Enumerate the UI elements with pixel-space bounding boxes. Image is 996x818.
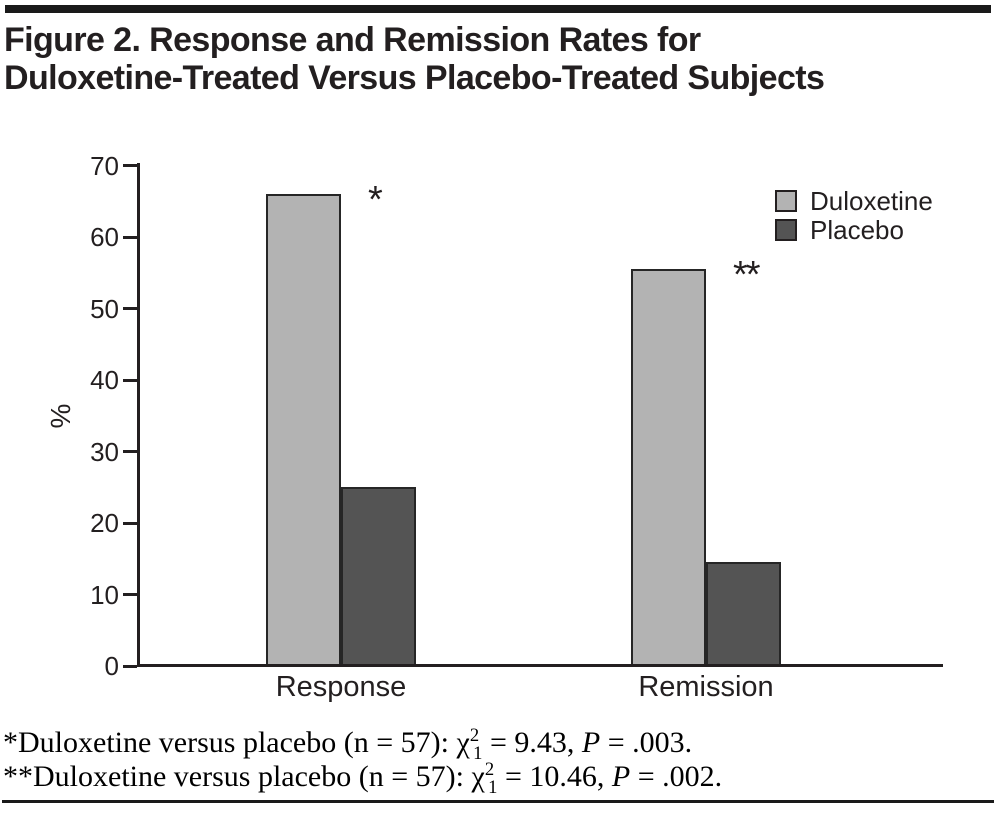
legend-label-placebo: Placebo bbox=[810, 214, 904, 245]
legend-item-duloxetine: Duloxetine bbox=[775, 186, 933, 215]
bar-remission-placebo bbox=[706, 562, 781, 666]
y-tick-mark-20 bbox=[123, 521, 137, 525]
figure-top-rule bbox=[5, 5, 991, 13]
x-axis bbox=[137, 664, 943, 667]
significance-asterisk-response: * bbox=[368, 179, 383, 222]
bar-response-placebo bbox=[341, 487, 416, 666]
footnotes: *Duloxetine versus placebo (n = 57): χ21… bbox=[3, 725, 723, 797]
y-tick-mark-50 bbox=[123, 307, 137, 310]
bar-remission-duloxetine bbox=[631, 269, 706, 666]
y-tick-mark-40 bbox=[123, 378, 137, 382]
chi-superscript: 2 bbox=[469, 725, 480, 746]
significance-asterisk-remission: ** bbox=[733, 254, 761, 297]
chi-superscript: 2 bbox=[484, 759, 495, 780]
y-tick-label-50: 50 bbox=[90, 293, 119, 324]
figure-title-line-2: Duloxetine-Treated Versus Placebo-Treate… bbox=[4, 59, 825, 97]
y-axis bbox=[137, 163, 140, 666]
chi-symbol: χ bbox=[471, 760, 485, 793]
figure-title-line-1: Figure 2. Response and Remission Rates f… bbox=[4, 21, 701, 59]
legend-item-placebo: Placebo bbox=[775, 215, 933, 244]
chi-subscript: 1 bbox=[488, 777, 498, 798]
y-tick-label-30: 30 bbox=[90, 436, 119, 467]
footnote-1-body: Duloxetine versus placebo (n = 57): bbox=[18, 726, 457, 759]
y-tick-label-10: 10 bbox=[90, 579, 119, 610]
y-tick-mark-0 bbox=[123, 664, 137, 668]
bar-response-duloxetine bbox=[266, 194, 341, 666]
y-tick-mark-10 bbox=[123, 593, 137, 596]
p-symbol: P bbox=[581, 726, 601, 759]
y-tick-label-40: 40 bbox=[90, 365, 119, 395]
footnote-1-star: * bbox=[3, 726, 18, 759]
category-label-response: Response bbox=[275, 671, 407, 703]
y-tick-label-20: 20 bbox=[90, 508, 119, 538]
y-tick-mark-60 bbox=[123, 235, 137, 239]
footnote-line-2: **Duloxetine versus placebo (n = 57): χ2… bbox=[3, 759, 723, 797]
chi-symbol: χ bbox=[456, 726, 470, 759]
legend-label-duloxetine: Duloxetine bbox=[810, 185, 933, 216]
footnote-line-1: *Duloxetine versus placebo (n = 57): χ21… bbox=[3, 725, 722, 763]
footnote-2-pvalue: = .002. bbox=[630, 760, 723, 793]
figure-bottom-rule bbox=[2, 800, 994, 803]
y-tick-mark-70 bbox=[123, 164, 137, 167]
y-tick-label-60: 60 bbox=[90, 222, 119, 252]
footnote-2-stat: = 10.46, bbox=[497, 760, 612, 793]
y-tick-mark-30 bbox=[123, 450, 137, 453]
footnote-1-stat: = 9.43, bbox=[482, 726, 582, 759]
y-axis-label: % bbox=[45, 403, 76, 429]
chi-subscript: 1 bbox=[473, 743, 483, 764]
footnote-2-star: ** bbox=[3, 760, 33, 793]
legend: Duloxetine Placebo bbox=[775, 186, 933, 244]
footnote-2-body: Duloxetine versus placebo (n = 57): bbox=[33, 760, 472, 793]
category-label-remission: Remission bbox=[638, 671, 774, 703]
footnote-1-pvalue: = .003. bbox=[600, 726, 693, 759]
y-tick-label-0: 0 bbox=[104, 651, 119, 681]
p-symbol: P bbox=[611, 760, 631, 793]
y-tick-label-70: 70 bbox=[90, 150, 119, 181]
figure-title: Figure 2. Response and Remission Rates f… bbox=[4, 21, 825, 97]
legend-swatch-duloxetine bbox=[775, 189, 797, 212]
legend-swatch-placebo bbox=[775, 218, 797, 241]
